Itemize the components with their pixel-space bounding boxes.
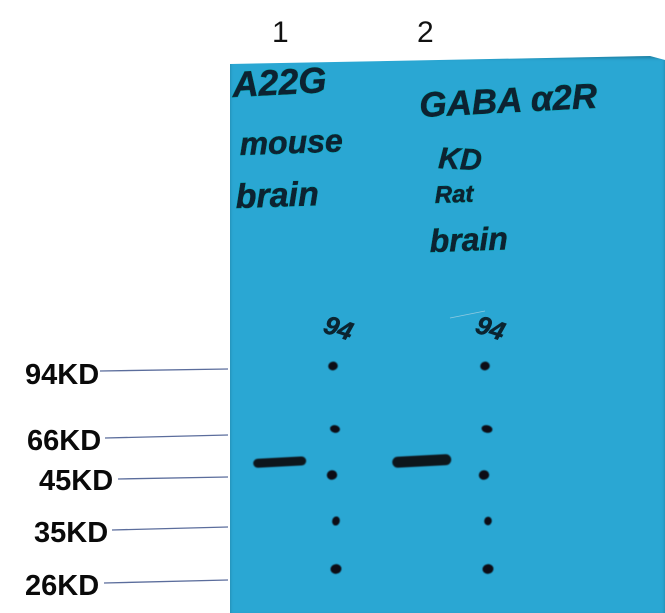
svg-text:94: 94 [320, 309, 357, 347]
svg-text:94: 94 [472, 309, 509, 347]
